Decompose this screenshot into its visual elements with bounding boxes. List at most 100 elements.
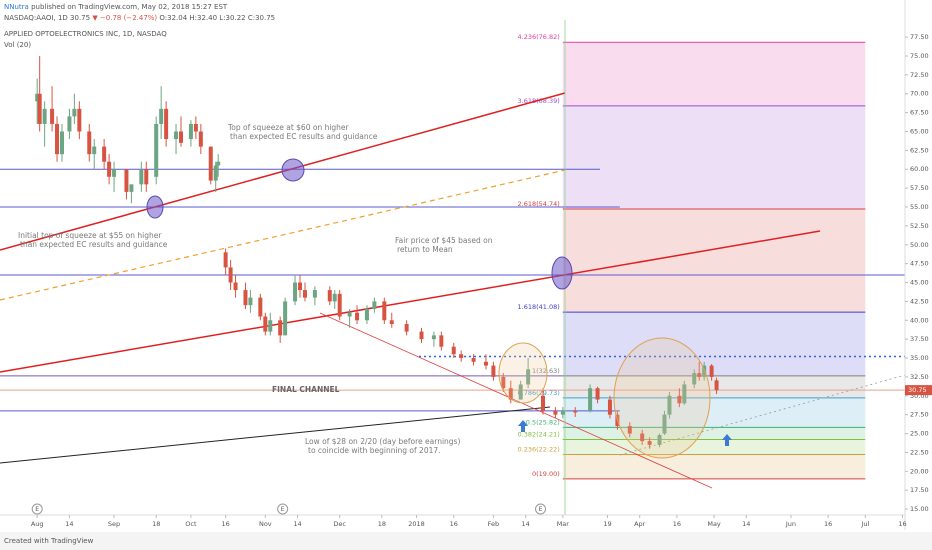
candle-body xyxy=(67,116,72,132)
candle-body xyxy=(302,290,307,298)
x-tick-label: 2018 xyxy=(408,520,425,528)
annotation: FINAL CHANNEL xyxy=(272,385,340,394)
candle-body xyxy=(364,308,369,321)
chart-subtitle: Vol (20) xyxy=(4,41,31,49)
annotation: than expected EC results and guidance xyxy=(230,132,378,141)
earnings-label: E xyxy=(35,506,39,513)
last: 30.75 xyxy=(70,14,90,22)
candle-body xyxy=(439,335,444,347)
candle-body xyxy=(112,169,117,177)
candle-body xyxy=(188,123,193,140)
y-tick-label: 47.50 xyxy=(910,260,929,268)
fib-label: 0.786(29.73) xyxy=(518,389,560,397)
highlight xyxy=(281,158,305,182)
candle-body xyxy=(233,282,238,291)
candle-body xyxy=(278,320,283,336)
candle-body xyxy=(526,369,531,385)
fib-band xyxy=(562,312,866,376)
y-tick-label: 35.00 xyxy=(910,354,929,362)
ohlc: O:32.04 H:32.40 L:30.22 C:30.75 xyxy=(159,14,275,22)
candle-body xyxy=(682,384,687,404)
fib-label: 0(19.00) xyxy=(532,470,560,478)
annotation: Fair price of $45 based on xyxy=(395,236,493,245)
candle-body xyxy=(72,108,77,117)
fib-group: 4.236(76.82)3.618(68.39)2.618(54.74)1.61… xyxy=(518,33,866,480)
candle-body xyxy=(347,312,352,317)
candle-body xyxy=(55,123,60,155)
candle-body xyxy=(312,290,317,298)
candle-body xyxy=(298,282,303,291)
trend-line xyxy=(619,374,906,456)
published: published on TradingView.com, May 02, 20… xyxy=(31,3,228,11)
candle-body xyxy=(77,108,82,132)
y-tick-label: 75.00 xyxy=(910,52,929,60)
y-tick-label: 77.50 xyxy=(910,33,929,41)
fib-band xyxy=(562,397,866,428)
hline-group xyxy=(0,168,905,412)
earnings-label: E xyxy=(539,506,543,513)
earnings-marker xyxy=(277,503,289,515)
candle-body xyxy=(198,131,203,147)
x-tick-label: 16 xyxy=(450,520,458,528)
price-tag-label: 30.75 xyxy=(908,386,927,394)
x-tick-label: Mar xyxy=(557,520,570,528)
trend-line xyxy=(319,312,713,489)
annotation: Low of $28 on 2/20 (day before earnings) xyxy=(305,437,460,446)
candle-body xyxy=(154,123,159,177)
candle-body xyxy=(382,301,387,321)
footer-bar xyxy=(0,532,932,550)
candle-body xyxy=(355,312,360,321)
trend-line xyxy=(0,406,551,464)
earnings-marker xyxy=(31,503,43,515)
fib-band xyxy=(562,375,866,398)
x-tick-label: Jun xyxy=(785,520,796,528)
candle-body xyxy=(702,365,707,377)
candle-body xyxy=(213,165,218,181)
y-tick-label: 32.50 xyxy=(910,373,929,381)
header: NNutra published on TradingView.com, May… xyxy=(4,3,228,11)
y-tick-label: 45.00 xyxy=(910,279,929,287)
candle-body xyxy=(293,282,298,302)
candle-body xyxy=(647,441,652,445)
x-tick-label: 16 xyxy=(824,520,832,528)
y-tick-label: 37.50 xyxy=(910,335,929,343)
candle-body xyxy=(332,293,337,302)
candle-body xyxy=(714,380,719,391)
y-tick-label: 27.50 xyxy=(910,411,929,419)
highlight xyxy=(551,256,573,290)
candle-body xyxy=(607,399,612,415)
candle-body xyxy=(697,373,702,377)
y-tick-label: 70.00 xyxy=(910,90,929,98)
y-tick-label: 25.00 xyxy=(910,430,929,438)
candle-body xyxy=(144,169,149,185)
footer: Created with TradingView xyxy=(4,537,94,545)
earnings-marker xyxy=(535,503,547,515)
candle-body xyxy=(483,361,488,366)
candle-body xyxy=(431,335,436,340)
x-tick-label: 16 xyxy=(221,520,229,528)
fib-band xyxy=(562,105,866,209)
fib-label: 1.618(41.08) xyxy=(518,303,560,311)
y-tick-label: 65.00 xyxy=(910,127,929,135)
x-tick-label: May xyxy=(707,520,721,528)
y-tick-label: 40.00 xyxy=(910,316,929,324)
y-tick-label: 15.00 xyxy=(910,505,929,513)
candle-body xyxy=(573,410,578,413)
x-tick-label: Dec xyxy=(333,520,346,528)
candle-body xyxy=(553,410,558,415)
y-tick-label: 30.00 xyxy=(910,392,929,400)
candle-body xyxy=(174,131,179,140)
candle-body xyxy=(627,425,632,434)
y-tick-label: 20.00 xyxy=(910,467,929,475)
y-tick-label: 62.50 xyxy=(910,146,929,154)
candle-body xyxy=(451,346,456,355)
candle-body xyxy=(471,358,476,362)
fib-label: 2.618(54.74) xyxy=(518,200,560,208)
candle-body xyxy=(419,331,424,340)
candle-body xyxy=(164,108,169,140)
candle-body xyxy=(216,161,221,166)
candle-body xyxy=(179,131,183,143)
candle-body xyxy=(508,388,513,400)
fib-band xyxy=(562,42,866,106)
